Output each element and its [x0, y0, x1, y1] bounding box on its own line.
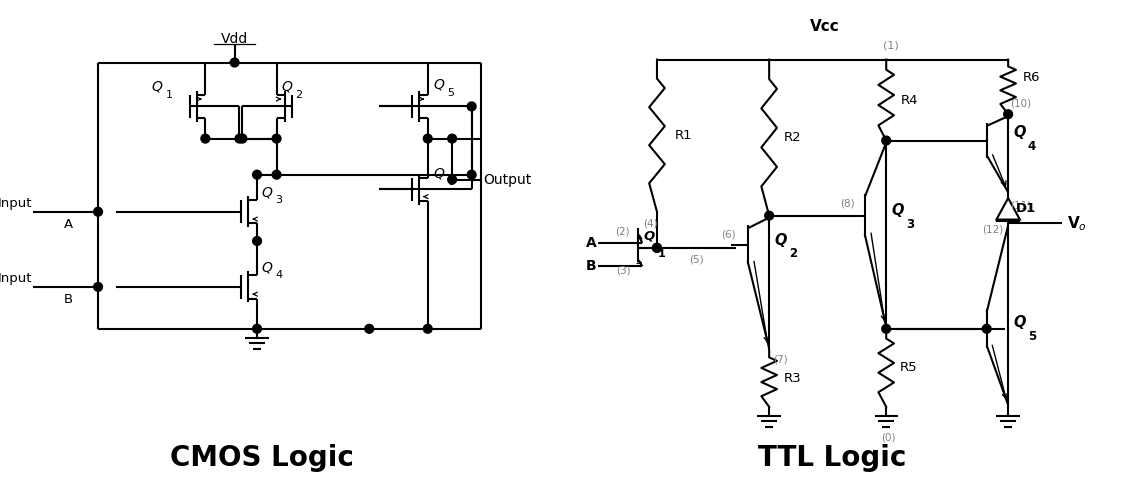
Text: Q: Q	[1013, 125, 1025, 140]
Text: (2): (2)	[615, 226, 630, 236]
Circle shape	[253, 170, 262, 179]
Text: (4): (4)	[642, 218, 657, 228]
Text: 4: 4	[275, 270, 283, 280]
Text: (11): (11)	[1011, 200, 1031, 210]
Text: 3: 3	[275, 195, 282, 205]
Text: R1: R1	[674, 129, 692, 142]
Text: TTL Logic: TTL Logic	[758, 443, 906, 471]
Text: (5): (5)	[689, 255, 704, 265]
Text: 3: 3	[905, 218, 914, 231]
Text: (0): (0)	[881, 432, 895, 442]
Text: Q: Q	[152, 80, 162, 94]
Circle shape	[94, 207, 102, 216]
Text: (10): (10)	[1011, 99, 1031, 108]
Text: R3: R3	[784, 372, 801, 385]
Text: A: A	[586, 236, 596, 250]
Text: B: B	[65, 293, 74, 306]
Circle shape	[272, 170, 281, 179]
Circle shape	[230, 58, 239, 67]
Text: (6): (6)	[721, 229, 735, 239]
Text: Input: Input	[0, 197, 33, 210]
Circle shape	[424, 134, 432, 143]
Text: Q: Q	[434, 167, 444, 181]
Text: CMOS Logic: CMOS Logic	[170, 443, 353, 471]
Text: (1): (1)	[884, 41, 898, 51]
Circle shape	[424, 325, 432, 333]
Text: (7): (7)	[773, 354, 787, 364]
Text: (8): (8)	[841, 199, 855, 209]
Text: 2: 2	[295, 90, 303, 99]
Text: Q: Q	[281, 80, 292, 94]
Circle shape	[448, 134, 457, 143]
Text: A: A	[65, 218, 74, 231]
Text: V$_o$: V$_o$	[1066, 214, 1087, 233]
Text: 6: 6	[448, 176, 454, 186]
Text: R2: R2	[784, 131, 801, 144]
Text: 2: 2	[789, 247, 796, 260]
Text: 1: 1	[658, 249, 666, 259]
Text: 5: 5	[448, 88, 454, 98]
Circle shape	[201, 134, 210, 143]
Circle shape	[1004, 110, 1013, 119]
Circle shape	[236, 134, 244, 143]
Circle shape	[881, 136, 891, 145]
Text: R4: R4	[901, 94, 919, 107]
Text: Vdd: Vdd	[221, 32, 248, 46]
Text: Q: Q	[434, 78, 444, 92]
Circle shape	[365, 325, 374, 333]
Text: B: B	[586, 259, 596, 273]
Text: Q: Q	[262, 185, 273, 199]
Circle shape	[94, 283, 102, 291]
Text: D1: D1	[1016, 202, 1037, 215]
Circle shape	[653, 243, 662, 252]
Circle shape	[253, 237, 262, 245]
Circle shape	[467, 102, 476, 111]
Text: Output: Output	[484, 172, 531, 186]
Text: Q: Q	[891, 203, 903, 218]
Text: Input: Input	[0, 272, 33, 285]
Circle shape	[467, 170, 476, 179]
Text: Q: Q	[1013, 315, 1025, 330]
Text: 5: 5	[1028, 330, 1036, 343]
Circle shape	[653, 243, 662, 252]
Text: Q: Q	[262, 260, 273, 274]
Text: Q: Q	[774, 232, 786, 247]
Circle shape	[881, 325, 891, 333]
Circle shape	[272, 134, 281, 143]
Text: R6: R6	[1023, 71, 1040, 84]
Text: R5: R5	[900, 361, 918, 374]
Text: (3): (3)	[616, 265, 631, 275]
Circle shape	[448, 175, 457, 184]
Circle shape	[765, 211, 774, 220]
Circle shape	[982, 325, 991, 333]
Circle shape	[253, 325, 262, 333]
Text: 1: 1	[165, 90, 172, 99]
Text: 4: 4	[1028, 140, 1036, 153]
Circle shape	[238, 134, 247, 143]
Text: Vcc: Vcc	[810, 19, 840, 34]
Text: (12): (12)	[982, 224, 1003, 234]
Text: Q: Q	[644, 230, 655, 243]
